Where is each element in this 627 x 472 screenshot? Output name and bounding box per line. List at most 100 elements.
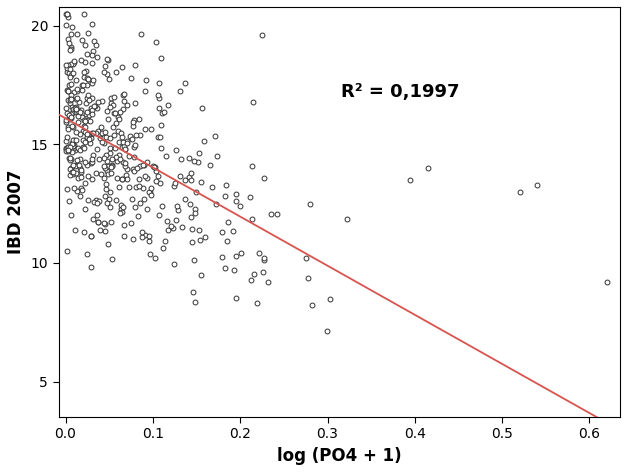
Point (63, 61, 73, 69)
Point (86, 104, 96, 112)
Point (257, 32, 267, 39)
Point (105, 188, 115, 196)
Point (65, 73, 75, 81)
Point (105, 204, 115, 211)
Point (139, 195, 149, 203)
Point (82, 130, 92, 138)
Point (61, 147, 71, 154)
Point (86, 232, 96, 240)
Point (211, 201, 221, 208)
Point (107, 169, 117, 177)
Point (135, 199, 145, 206)
Point (120, 145, 130, 152)
Point (236, 249, 246, 257)
Point (187, 238, 197, 245)
Point (150, 177, 161, 185)
Point (221, 181, 231, 189)
Point (174, 206, 184, 214)
Point (246, 276, 256, 284)
Point (184, 201, 194, 208)
Point (191, 209, 201, 217)
Point (180, 176, 190, 184)
Point (79, 144, 89, 152)
Point (129, 116, 139, 124)
Point (169, 260, 179, 268)
Point (88, 102, 98, 110)
Point (63, 70, 73, 77)
Point (72, 161, 82, 169)
Point (103, 76, 113, 83)
Point (109, 110, 119, 117)
Point (153, 172, 163, 179)
Point (142, 205, 152, 213)
Point (62, 64, 72, 72)
Point (72, 87, 82, 94)
Point (263, 278, 273, 286)
Point (73, 118, 83, 126)
Point (80, 159, 90, 166)
Point (406, 176, 416, 184)
Point (111, 68, 121, 76)
Point (105, 149, 115, 157)
Point (63, 96, 73, 104)
Point (100, 220, 110, 228)
Point (103, 162, 113, 169)
Point (83, 92, 93, 99)
Point (80, 123, 90, 131)
Point (161, 152, 171, 160)
Point (166, 222, 176, 229)
Point (65, 60, 75, 68)
Point (84, 109, 94, 116)
Point (99, 68, 109, 76)
Point (92, 104, 102, 112)
Point (139, 184, 149, 192)
Point (68, 105, 78, 113)
Point (100, 63, 110, 70)
Point (134, 182, 144, 190)
Point (62, 248, 72, 255)
Point (63, 147, 73, 154)
Point (100, 128, 110, 136)
Point (124, 152, 134, 160)
Point (100, 192, 110, 200)
Point (93, 127, 103, 135)
Point (119, 143, 129, 150)
Point (61, 21, 71, 29)
Point (116, 206, 126, 213)
Point (61, 117, 71, 124)
Point (142, 174, 152, 182)
Point (135, 162, 145, 170)
Point (163, 227, 173, 234)
Point (79, 116, 89, 124)
Point (109, 93, 119, 101)
Point (150, 254, 161, 261)
Point (88, 129, 98, 136)
Point (63, 123, 73, 131)
Point (87, 21, 97, 28)
Point (76, 174, 87, 181)
Point (100, 164, 110, 171)
Point (95, 226, 105, 234)
Point (154, 94, 164, 101)
Point (266, 211, 276, 218)
Point (78, 143, 88, 151)
Point (81, 110, 91, 118)
Point (188, 288, 198, 296)
Point (87, 158, 97, 166)
Point (82, 51, 92, 58)
Point (68, 161, 78, 169)
Point (63, 143, 73, 151)
Point (102, 70, 112, 77)
Point (91, 42, 101, 49)
Point (117, 175, 127, 183)
Point (212, 152, 222, 160)
Point (78, 136, 88, 144)
Point (112, 157, 122, 165)
Point (171, 179, 181, 186)
Point (122, 166, 132, 173)
Point (65, 45, 75, 53)
Point (80, 58, 90, 66)
Point (65, 166, 75, 173)
Point (84, 96, 94, 104)
Point (162, 217, 172, 224)
